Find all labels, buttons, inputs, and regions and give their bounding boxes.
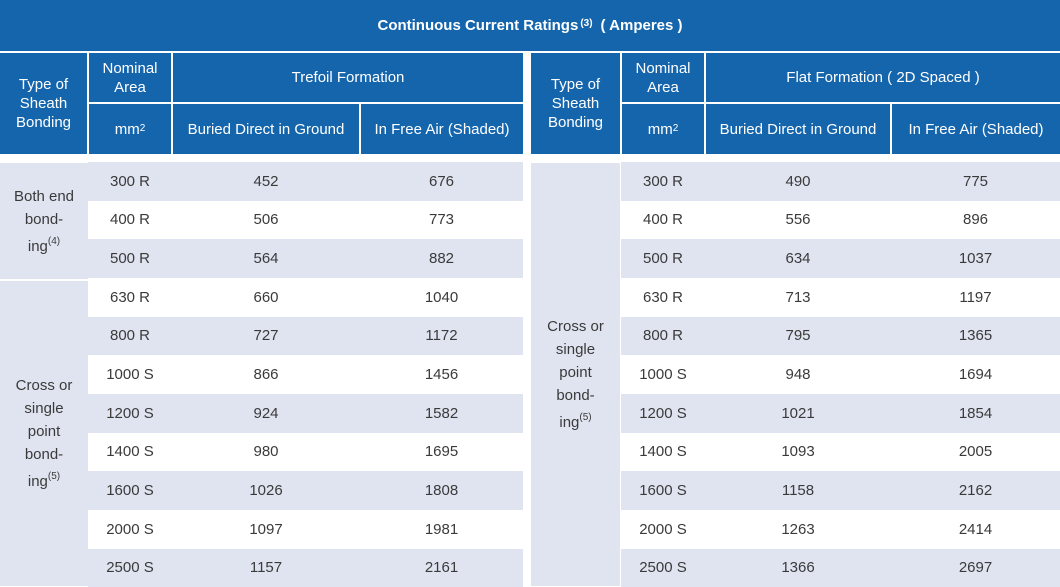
flat-cell-area: 800 R <box>621 317 705 356</box>
trefoil-cell-buried: 866 <box>172 355 360 394</box>
header-flat-formation: Flat Formation ( 2D Spaced ) <box>706 53 1060 102</box>
flat-cell-buried: 1263 <box>705 510 891 549</box>
flat-cell-area: 2000 S <box>621 510 705 549</box>
trefoil-cell-buried: 980 <box>172 433 360 472</box>
flat-cell-area: 1600 S <box>621 471 705 510</box>
flat-cell-air: 2005 <box>891 433 1060 472</box>
flat-cell-air: 1037 <box>891 239 1060 278</box>
flat-cell-air: 775 <box>891 162 1060 201</box>
trefoil-cell-buried: 452 <box>172 162 360 201</box>
trefoil-cell-air: 1582 <box>360 394 523 433</box>
trefoil-cell-buried: 727 <box>172 317 360 356</box>
trefoil-cell-air: 676 <box>360 162 523 201</box>
group-cross-bonding-right: Cross or single point bond- ing(5) <box>531 163 620 586</box>
trefoil-cell-air: 1981 <box>360 510 523 549</box>
flat-cell-area: 1200 S <box>621 394 705 433</box>
trefoil-cell-buried: 564 <box>172 239 360 278</box>
flat-cell-buried: 1021 <box>705 394 891 433</box>
trefoil-cell-area: 1200 S <box>88 394 172 433</box>
trefoil-cell-buried: 1097 <box>172 510 360 549</box>
group-both-end-bonding-left: Both end bond- ing(4) <box>0 163 88 279</box>
title-note: (3) <box>580 18 592 29</box>
group-cross-bonding-left: Cross or single point bond- ing(5) <box>0 281 88 586</box>
flat-cell-area: 1400 S <box>621 433 705 472</box>
flat-cell-buried: 634 <box>705 239 891 278</box>
trefoil-cell-buried: 1026 <box>172 471 360 510</box>
title-unit: ( Amperes ) <box>601 17 683 34</box>
flat-cell-buried: 713 <box>705 278 891 317</box>
flat-cell-buried: 795 <box>705 317 891 356</box>
trefoil-cell-area: 800 R <box>88 317 172 356</box>
flat-cell-area: 2500 S <box>621 549 705 587</box>
flat-cell-buried: 1158 <box>705 471 891 510</box>
trefoil-cell-air: 2161 <box>360 549 523 587</box>
trefoil-cell-area: 1000 S <box>88 355 172 394</box>
flat-cell-area: 630 R <box>621 278 705 317</box>
trefoil-cell-area: 500 R <box>88 239 172 278</box>
header-buried-left: Buried Direct in Ground <box>173 104 359 154</box>
trefoil-cell-area: 1400 S <box>88 433 172 472</box>
trefoil-cell-area: 630 R <box>88 278 172 317</box>
flat-cell-air: 1197 <box>891 278 1060 317</box>
flat-cell-air: 1365 <box>891 317 1060 356</box>
trefoil-cell-buried: 1157 <box>172 549 360 587</box>
header-nominal-area-left: Nominal Area <box>89 53 171 102</box>
header-type-of-bonding-right: Type of Sheath Bonding <box>531 53 620 154</box>
trefoil-cell-buried: 660 <box>172 278 360 317</box>
flat-cell-buried: 948 <box>705 355 891 394</box>
header-free-air-left: In Free Air (Shaded) <box>361 104 523 154</box>
flat-cell-buried: 556 <box>705 201 891 240</box>
title-text: Continuous Current Ratings <box>377 17 578 34</box>
trefoil-cell-area: 1600 S <box>88 471 172 510</box>
trefoil-cell-air: 1456 <box>360 355 523 394</box>
trefoil-cell-buried: 924 <box>172 394 360 433</box>
flat-cell-air: 896 <box>891 201 1060 240</box>
trefoil-cell-air: 1172 <box>360 317 523 356</box>
flat-cell-area: 500 R <box>621 239 705 278</box>
table-title: Continuous Current Ratings (3) ( Amperes… <box>0 0 1060 51</box>
flat-cell-buried: 1366 <box>705 549 891 587</box>
trefoil-cell-air: 1040 <box>360 278 523 317</box>
flat-cell-air: 1854 <box>891 394 1060 433</box>
trefoil-cell-air: 1695 <box>360 433 523 472</box>
header-buried-right: Buried Direct in Ground <box>706 104 890 154</box>
trefoil-cell-area: 400 R <box>88 201 172 240</box>
trefoil-cell-air: 1808 <box>360 471 523 510</box>
header-nominal-area-right: Nominal Area <box>622 53 704 102</box>
trefoil-cell-area: 2500 S <box>88 549 172 587</box>
trefoil-cell-air: 773 <box>360 201 523 240</box>
flat-cell-air: 1694 <box>891 355 1060 394</box>
trefoil-cell-area: 300 R <box>88 162 172 201</box>
trefoil-cell-area: 2000 S <box>88 510 172 549</box>
flat-cell-area: 300 R <box>621 162 705 201</box>
flat-cell-buried: 1093 <box>705 433 891 472</box>
trefoil-cell-buried: 506 <box>172 201 360 240</box>
flat-cell-air: 2414 <box>891 510 1060 549</box>
flat-cell-air: 2162 <box>891 471 1060 510</box>
flat-cell-air: 2697 <box>891 549 1060 587</box>
trefoil-cell-air: 882 <box>360 239 523 278</box>
header-trefoil-formation: Trefoil Formation <box>173 53 523 102</box>
flat-cell-area: 400 R <box>621 201 705 240</box>
flat-cell-area: 1000 S <box>621 355 705 394</box>
flat-cell-buried: 490 <box>705 162 891 201</box>
header-free-air-right: In Free Air (Shaded) <box>892 104 1060 154</box>
header-type-of-bonding-left: Type of Sheath Bonding <box>0 53 87 154</box>
